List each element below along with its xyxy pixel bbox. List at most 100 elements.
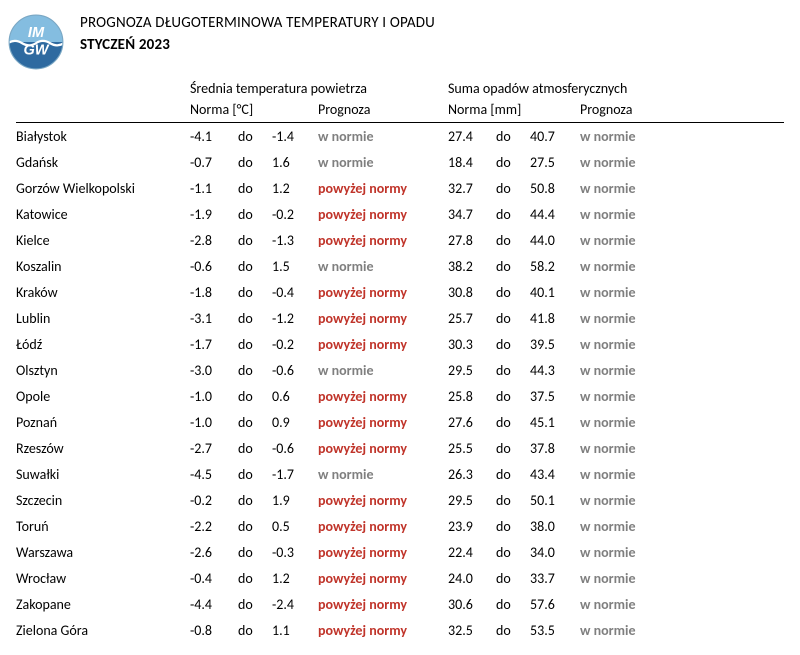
temp-min-cell: -2.8 — [184, 227, 232, 253]
table-body: Białystok-4.1do-1.4w normie27.4do40.7w n… — [16, 123, 784, 644]
temp-min-cell: -2.6 — [184, 539, 232, 565]
table-row: Katowice-1.9do-0.2powyżej normy34.7do44.… — [16, 201, 784, 227]
city-cell: Koszalin — [16, 253, 184, 279]
do-cell: do — [490, 487, 524, 513]
precip-prognosis-cell: w normie — [574, 227, 784, 253]
temp-max-cell: -0.6 — [266, 357, 312, 383]
city-cell: Wrocław — [16, 565, 184, 591]
forecast-table: Średnia temperatura powietrza Suma opadó… — [16, 74, 784, 643]
title-block: PROGNOZA DŁUGOTERMINOWA TEMPERATURY I OP… — [80, 12, 435, 54]
precip-min-cell: 30.3 — [442, 331, 490, 357]
temp-max-cell: -0.2 — [266, 201, 312, 227]
temp-max-cell: -1.2 — [266, 305, 312, 331]
main-title: PROGNOZA DŁUGOTERMINOWA TEMPERATURY I OP… — [80, 14, 435, 32]
table-row: Białystok-4.1do-1.4w normie27.4do40.7w n… — [16, 123, 784, 150]
city-cell: Zakopane — [16, 591, 184, 617]
do-cell: do — [232, 279, 266, 305]
temp-min-cell: -1.1 — [184, 175, 232, 201]
precip-prognosis-cell: w normie — [574, 565, 784, 591]
table-row: Toruń-2.2do0.5powyżej normy23.9do38.0w n… — [16, 513, 784, 539]
temp-max-cell: 1.2 — [266, 565, 312, 591]
precip-min-cell: 30.6 — [442, 591, 490, 617]
temp-min-cell: -0.8 — [184, 617, 232, 643]
temp-max-cell: 1.6 — [266, 149, 312, 175]
do-cell: do — [490, 435, 524, 461]
do-cell: do — [232, 409, 266, 435]
temp-prognosis-cell: powyżej normy — [312, 513, 442, 539]
temp-min-cell: -0.2 — [184, 487, 232, 513]
precip-min-cell: 25.8 — [442, 383, 490, 409]
table-row: Olsztyn-3.0do-0.6w normie29.5do44.3w nor… — [16, 357, 784, 383]
temp-max-cell: -0.4 — [266, 279, 312, 305]
precip-min-cell: 32.7 — [442, 175, 490, 201]
city-cell: Olsztyn — [16, 357, 184, 383]
temp-prognosis-cell: powyżej normy — [312, 279, 442, 305]
precip-max-cell: 27.5 — [524, 149, 574, 175]
table-row: Poznań-1.0do0.9powyżej normy27.6do45.1w … — [16, 409, 784, 435]
precip-prognosis-cell: w normie — [574, 305, 784, 331]
table-row: Warszawa-2.6do-0.3powyżej normy22.4do34.… — [16, 539, 784, 565]
do-cell: do — [232, 539, 266, 565]
precip-min-cell: 38.2 — [442, 253, 490, 279]
temp-min-cell: -1.0 — [184, 409, 232, 435]
temp-min-cell: -3.1 — [184, 305, 232, 331]
temp-max-cell: 0.6 — [266, 383, 312, 409]
temp-max-cell: 0.9 — [266, 409, 312, 435]
city-cell: Kielce — [16, 227, 184, 253]
precip-max-cell: 33.7 — [524, 565, 574, 591]
temp-min-cell: -4.4 — [184, 591, 232, 617]
header-prognoza-precip: Prognoza — [574, 99, 784, 123]
precip-min-cell: 18.4 — [442, 149, 490, 175]
temp-max-cell: -0.3 — [266, 539, 312, 565]
precip-prognosis-cell: w normie — [574, 331, 784, 357]
precip-prognosis-cell: w normie — [574, 435, 784, 461]
precip-max-cell: 43.4 — [524, 461, 574, 487]
city-cell: Łódź — [16, 331, 184, 357]
precip-min-cell: 29.5 — [442, 487, 490, 513]
precip-prognosis-cell: w normie — [574, 461, 784, 487]
precip-max-cell: 45.1 — [524, 409, 574, 435]
do-cell: do — [232, 435, 266, 461]
table-row: Szczecin-0.2do1.9powyżej normy29.5do50.1… — [16, 487, 784, 513]
temp-prognosis-cell: powyżej normy — [312, 331, 442, 357]
do-cell: do — [490, 123, 524, 150]
table-row: Kraków-1.8do-0.4powyżej normy30.8do40.1w… — [16, 279, 784, 305]
do-cell: do — [232, 487, 266, 513]
page: IM GW PROGNOZA DŁUGOTERMINOWA TEMPERATUR… — [0, 0, 800, 655]
precip-min-cell: 34.7 — [442, 201, 490, 227]
city-cell: Warszawa — [16, 539, 184, 565]
group-header-precip: Suma opadów atmosferycznych — [442, 74, 784, 99]
precip-max-cell: 50.8 — [524, 175, 574, 201]
city-cell: Lublin — [16, 305, 184, 331]
table-row: Zakopane-4.4do-2.4powyżej normy30.6do57.… — [16, 591, 784, 617]
city-cell: Gorzów Wielkopolski — [16, 175, 184, 201]
city-cell: Gdańsk — [16, 149, 184, 175]
do-cell: do — [232, 227, 266, 253]
city-cell: Zielona Góra — [16, 617, 184, 643]
temp-prognosis-cell: powyżej normy — [312, 539, 442, 565]
do-cell: do — [232, 461, 266, 487]
do-cell: do — [490, 539, 524, 565]
precip-max-cell: 53.5 — [524, 617, 574, 643]
header-norma-temp: Norma [°C] — [184, 99, 312, 123]
precip-max-cell: 39.5 — [524, 331, 574, 357]
precip-prognosis-cell: w normie — [574, 513, 784, 539]
do-cell: do — [232, 331, 266, 357]
precip-prognosis-cell: w normie — [574, 201, 784, 227]
precip-prognosis-cell: w normie — [574, 591, 784, 617]
temp-max-cell: -0.2 — [266, 331, 312, 357]
do-cell: do — [490, 357, 524, 383]
temp-prognosis-cell: powyżej normy — [312, 617, 442, 643]
temp-prognosis-cell: powyżej normy — [312, 305, 442, 331]
do-cell: do — [490, 331, 524, 357]
do-cell: do — [490, 279, 524, 305]
temp-prognosis-cell: w normie — [312, 357, 442, 383]
city-cell: Białystok — [16, 123, 184, 150]
precip-min-cell: 27.6 — [442, 409, 490, 435]
table-row: Gdańsk-0.7do1.6w normie18.4do27.5w normi… — [16, 149, 784, 175]
city-cell: Toruń — [16, 513, 184, 539]
temp-min-cell: -1.7 — [184, 331, 232, 357]
precip-max-cell: 44.3 — [524, 357, 574, 383]
city-cell: Kraków — [16, 279, 184, 305]
do-cell: do — [490, 149, 524, 175]
